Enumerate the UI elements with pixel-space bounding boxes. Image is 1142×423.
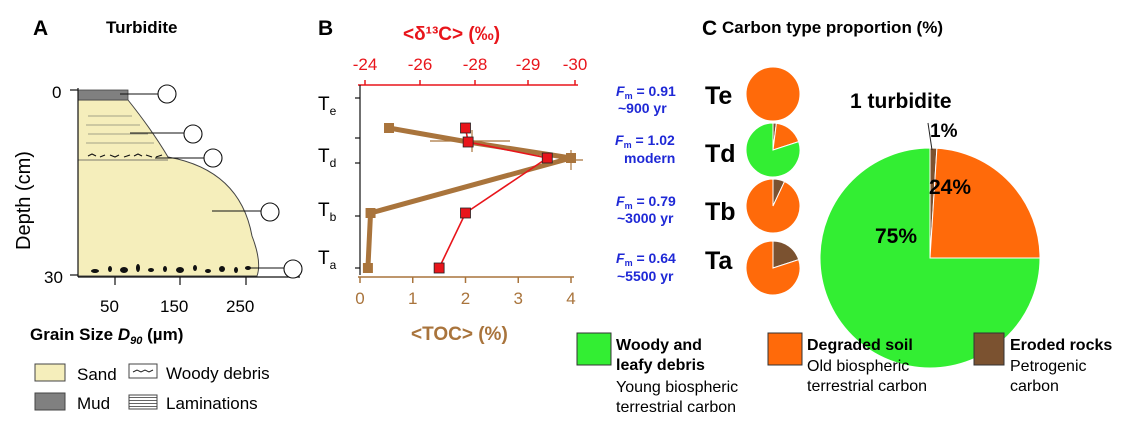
woody-debris-band — [87, 153, 163, 158]
fm-label-ta: Fm = 0.64 — [616, 250, 676, 268]
toc-tick-label: 2 — [461, 289, 470, 308]
big-pie-title: 1 turbidite — [850, 90, 952, 113]
d13c-series-line — [438, 127, 550, 269]
toc-tick-label: 0 — [355, 289, 364, 308]
sample-markers — [120, 84, 303, 279]
pie-slice-1-turbidite-soil — [929, 147, 1041, 259]
legend-mud-swatch — [34, 392, 66, 411]
mud-layer — [77, 89, 129, 101]
d13c-point-td — [462, 136, 474, 148]
toc-tick-label: 1 — [408, 289, 417, 308]
pie-slice-ta-soil — [745, 240, 801, 296]
d13c-ticks: -24 -26 -28 -29 -30 — [353, 55, 588, 85]
d13c-tick-label: -29 — [516, 55, 541, 74]
depth-tick-30: 30 — [44, 268, 63, 287]
grain-axis-label: Grain Size D90 (µm) — [30, 325, 183, 347]
unit-label-tb: Tb — [318, 200, 337, 224]
fm-label-td: Fm = 1.02 — [615, 132, 675, 150]
legend-sand-label: Sand — [77, 365, 117, 384]
big-pie-label-petro: 1% — [930, 121, 958, 142]
legend-mud-label: Mud — [77, 394, 110, 413]
fm-label-tb: Fm = 0.79 — [616, 193, 676, 211]
legend-degraded-soil-desc: Old biospheric terrestrial carbon — [807, 358, 927, 395]
d13c-point-tb — [460, 207, 471, 219]
legend-laminations-swatch — [128, 394, 158, 410]
grain-tick-250: 250 — [226, 297, 254, 316]
legend-eroded-rocks-swatch — [973, 332, 1005, 366]
d13c-point-ta — [433, 262, 445, 274]
pie-layer — [745, 66, 1041, 369]
toc-series-line — [365, 125, 574, 269]
d13c-point-td — [541, 152, 553, 164]
pie-slice-tb-soil — [745, 178, 801, 234]
pie-slice-te-soil — [745, 66, 801, 122]
d13c-tick-label: -30 — [563, 55, 588, 74]
unit-label-td: Td — [318, 146, 336, 170]
toc-tick-label: 3 — [514, 289, 523, 308]
legend-woody-leafy-title: Woody and leafy debris — [616, 337, 705, 374]
fm-labels: Fm = 0.91 ~900 yr Fm = 1.02 modern Fm = … — [615, 83, 676, 284]
d13c-tick-label: -28 — [463, 55, 488, 74]
laminations-layer — [86, 115, 154, 144]
unit-label-te: Te — [318, 94, 337, 118]
fm-age-te: ~900 yr — [618, 100, 667, 116]
panel-c: C Carbon type proportion (%) Fm = 0.91 ~… — [576, 17, 1112, 416]
d13c-axis-label: <δ¹³C> (‰) — [403, 24, 500, 45]
pie-label-te: Te — [705, 82, 732, 110]
legend-eroded-rocks-title: Eroded rocks — [1010, 337, 1112, 354]
pie-label-tb: Tb — [705, 198, 736, 226]
series-layer — [362, 122, 576, 274]
toc-axis-label: <TOC> (%) — [411, 324, 508, 345]
panel-a-title: Turbidite — [106, 18, 177, 37]
grain-tick-50: 50 — [100, 297, 119, 316]
fm-age-ta: ~5500 yr — [617, 268, 674, 284]
panel-b: B <δ¹³C> (‰) -24 -26 -28 -29 -30 Te Td Tb Ta… — [318, 17, 587, 345]
panel-c-letter: C — [702, 17, 717, 40]
legend-eroded-rocks-desc: Petrogenic carbon — [1010, 358, 1087, 395]
pie-slice-1-turbidite-woody — [819, 147, 1041, 369]
legend-woody-leafy-desc: Young biospheric terrestrial carbon — [616, 379, 738, 416]
legend-sand-swatch — [34, 363, 66, 382]
pie-label-ta: Ta — [705, 247, 733, 275]
panel-a-letter: A — [33, 17, 48, 40]
d13c-point-te — [460, 122, 471, 134]
toc-point-tb — [365, 208, 376, 218]
grain-tick-150: 150 — [160, 297, 188, 316]
panel-a: A Turbidite — [13, 17, 303, 413]
pie-slice-td-woody — [745, 122, 801, 178]
d13c-tick-label: -24 — [353, 55, 378, 74]
big-pie-label-soil: 24% — [929, 176, 971, 199]
fm-age-td: modern — [624, 150, 675, 166]
fm-age-tb: ~3000 yr — [617, 210, 674, 226]
toc-point-te — [384, 123, 395, 133]
legend-degraded-soil-swatch — [767, 332, 803, 366]
unit-label-ta: Ta — [318, 248, 337, 272]
pie-label-td: Td — [705, 140, 736, 168]
d13c-tick-label: -26 — [408, 55, 433, 74]
toc-point-td — [566, 153, 576, 163]
toc-tick-label: 4 — [566, 289, 575, 308]
panel-c-title: Carbon type proportion (%) — [722, 18, 943, 37]
legend-c: Woody and leafy debris Young biospheric te… — [576, 332, 1112, 416]
legend-degraded-soil-title: Degraded soil — [807, 337, 913, 354]
fm-label-te: Fm = 0.91 — [616, 83, 676, 101]
depth-tick-0: 0 — [52, 83, 61, 102]
legend-woody-label: Woody debris — [166, 364, 270, 383]
toc-ticks: 0 1 2 3 4 — [355, 277, 576, 308]
panel-b-letter: B — [318, 17, 333, 40]
big-pie-label-woody: 75% — [875, 225, 917, 248]
big-pie-petro-leader — [927, 122, 933, 151]
sand-layer — [77, 99, 260, 277]
legend-woody-leafy-swatch — [576, 332, 612, 366]
depth-axis-label: Depth (cm) — [13, 151, 35, 250]
legend-laminations-label: Laminations — [166, 394, 258, 413]
toc-point-ta — [362, 263, 373, 273]
